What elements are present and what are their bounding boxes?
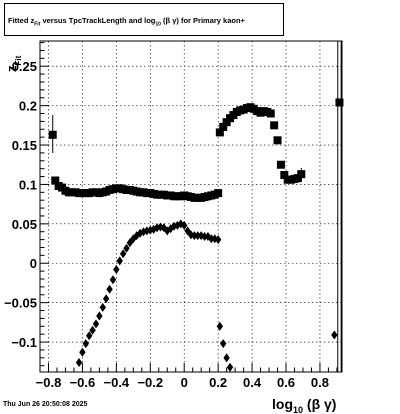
diamond-marker-0	[75, 358, 83, 368]
square-marker-51	[219, 122, 228, 131]
diamond-marker-43	[220, 339, 227, 349]
diamond-marker-12	[116, 256, 123, 266]
y-tick-label-3: 0.05	[12, 217, 37, 232]
x-tick-label-8: 0.8	[311, 375, 329, 390]
diamond-marker-42	[216, 321, 224, 331]
diamond-marker-6	[96, 311, 103, 321]
y-axis-title: zFit	[4, 55, 23, 72]
diamond-marker-34	[191, 231, 198, 241]
square-marker-0	[48, 130, 57, 139]
diamond-marker-1	[79, 347, 86, 357]
diamond-marker-46	[331, 330, 338, 340]
square-marker-49	[214, 189, 223, 198]
diamond-marker-35	[194, 231, 201, 241]
y-tick-label-0: −0.1	[11, 335, 37, 350]
diamond-marker-33	[187, 230, 195, 240]
y-tick-label-1: −0.05	[4, 296, 37, 311]
y-tick-label-2: 0	[30, 256, 37, 271]
axis-ticks	[39, 42, 338, 372]
chart-title: Fitted zFit versus TpcTrackLength and lo…	[4, 3, 284, 36]
diamond-marker-19	[140, 227, 147, 237]
diamond-marker-41	[214, 235, 222, 245]
diamond-marker-31	[181, 220, 188, 230]
diamond-marker-4	[89, 325, 96, 335]
y-tick-label-6: 0.2	[19, 99, 37, 114]
diamond-marker-26	[164, 226, 171, 236]
diamond-marker-7	[99, 302, 106, 312]
square-marker-67	[273, 136, 282, 145]
y-tick-label-4: 0.1	[19, 177, 37, 192]
diamond-marker-30	[177, 219, 185, 229]
plot-frame	[39, 40, 343, 373]
square-marker-68	[276, 160, 285, 169]
x-tick-labels: −0.8 −0.6 −0.4 −0.2 0 0.2 0.4 0.6 0.8	[36, 375, 329, 390]
diamond-marker-40	[211, 234, 218, 244]
diamond-marker-3	[86, 331, 93, 341]
diamond-marker-45	[226, 362, 234, 372]
timestamp: Thu Jun 26 20:50:08 2025	[3, 401, 88, 408]
diamond-marker-16	[130, 234, 137, 244]
diamond-marker-13	[119, 249, 127, 259]
x-tick-label-0: −0.8	[36, 375, 62, 390]
y-tick-labels: −0.1 −0.05 0 0.05 0.1 0.15 0.2 0.25	[4, 59, 37, 350]
x-tick-label-5: 0.2	[209, 375, 227, 390]
square-marker-66	[270, 121, 279, 130]
square-marker-65	[266, 109, 275, 118]
x-tick-label-6: 0.4	[243, 375, 262, 390]
x-tick-label-3: −0.2	[137, 375, 163, 390]
diamond-marker-2	[82, 339, 90, 349]
x-tick-label-2: −0.4	[104, 375, 130, 390]
diamond-marker-23	[153, 223, 161, 233]
y-tick-label-7: 0.25	[12, 59, 37, 74]
x-tick-label-1: −0.6	[70, 375, 96, 390]
square-marker-74	[297, 170, 306, 179]
square-marker-1	[51, 176, 60, 185]
diamond-marker-8	[102, 294, 110, 304]
x-tick-label-7: 0.6	[277, 375, 295, 390]
y-tick-label-5: 0.15	[12, 138, 37, 153]
diamond-marker-10	[109, 275, 117, 285]
x-tick-label-4: 0	[181, 375, 188, 390]
diamond-marker-44	[223, 353, 230, 363]
diamond-marker-14	[123, 243, 130, 253]
diamond-marker-36	[197, 231, 205, 241]
diamond-marker-11	[113, 265, 120, 275]
data-markers	[48, 98, 344, 372]
diamond-marker-37	[201, 231, 208, 241]
diamond-marker-9	[106, 284, 113, 294]
square-marker-69	[280, 170, 289, 179]
grid	[40, 41, 342, 372]
square-marker-50	[215, 128, 224, 137]
diamond-marker-39	[208, 234, 215, 244]
x-axis-title: log10 (β γ)	[272, 396, 336, 414]
diamond-marker-5	[92, 319, 100, 329]
square-marker-75	[335, 98, 344, 107]
